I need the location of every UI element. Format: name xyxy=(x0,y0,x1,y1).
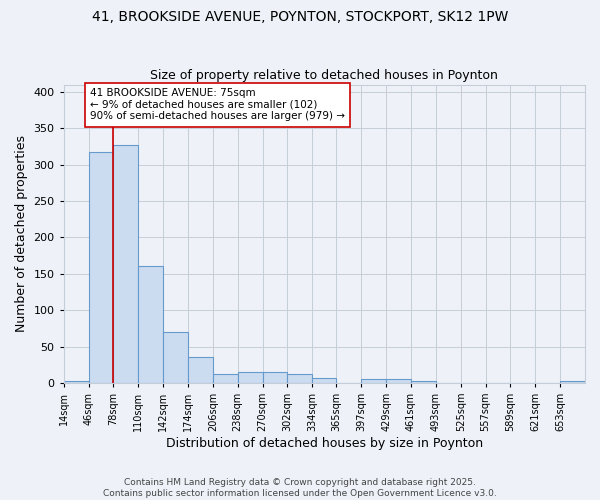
Bar xyxy=(411,382,436,383)
Bar xyxy=(138,266,163,383)
X-axis label: Distribution of detached houses by size in Poynton: Distribution of detached houses by size … xyxy=(166,437,483,450)
Bar xyxy=(238,372,263,383)
Bar xyxy=(313,378,337,383)
Bar xyxy=(89,152,113,383)
Bar xyxy=(163,332,188,383)
Bar xyxy=(287,374,313,383)
Text: 41 BROOKSIDE AVENUE: 75sqm
← 9% of detached houses are smaller (102)
90% of semi: 41 BROOKSIDE AVENUE: 75sqm ← 9% of detac… xyxy=(90,88,345,122)
Bar xyxy=(263,372,287,383)
Bar xyxy=(113,145,138,383)
Text: 41, BROOKSIDE AVENUE, POYNTON, STOCKPORT, SK12 1PW: 41, BROOKSIDE AVENUE, POYNTON, STOCKPORT… xyxy=(92,10,508,24)
Bar xyxy=(64,380,89,383)
Title: Size of property relative to detached houses in Poynton: Size of property relative to detached ho… xyxy=(151,69,498,82)
Bar xyxy=(560,382,585,383)
Y-axis label: Number of detached properties: Number of detached properties xyxy=(15,135,28,332)
Bar xyxy=(386,380,411,383)
Text: Contains HM Land Registry data © Crown copyright and database right 2025.
Contai: Contains HM Land Registry data © Crown c… xyxy=(103,478,497,498)
Bar xyxy=(361,380,386,383)
Bar xyxy=(213,374,238,383)
Bar xyxy=(188,358,213,383)
